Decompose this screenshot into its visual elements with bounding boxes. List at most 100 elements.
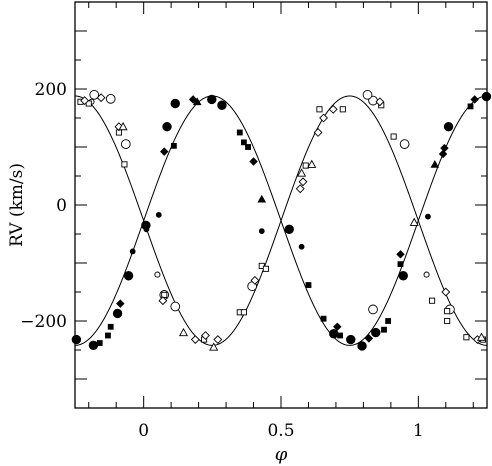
data-point-secondary-open-circle-2 bbox=[120, 139, 131, 149]
data-point-primary-filled-triangle-1 bbox=[257, 194, 267, 203]
data-point-primary-filled-triangle-0 bbox=[192, 97, 202, 106]
data-point-secondary-open-diamond-4 bbox=[190, 335, 200, 344]
data-point-secondary-open-diamond-5 bbox=[201, 331, 210, 340]
data-point-secondary-open-diamond-1 bbox=[96, 93, 106, 103]
data-point-primary-filled-square-12 bbox=[397, 261, 404, 268]
data-point-secondary-open-diamond-11 bbox=[319, 113, 329, 123]
data-point-secondary-open-diamond-9 bbox=[298, 177, 308, 187]
data-point-primary-filled-square-8 bbox=[320, 315, 327, 322]
data-point-primary-filled-circle-2 bbox=[112, 308, 123, 319]
data-point-primary-filled-circle-10 bbox=[329, 329, 339, 339]
data-point-secondary-open-square-18 bbox=[463, 334, 470, 341]
data-point-primary-filled-circle-15 bbox=[443, 121, 454, 132]
data-point-primary-filled-circle-9 bbox=[284, 224, 294, 235]
data-point-primary-filled-circle-8 bbox=[217, 100, 227, 110]
data-point-primary-filled-circle-5 bbox=[162, 121, 172, 132]
data-point-secondary-open-circle-9 bbox=[399, 139, 410, 149]
data-point-secondary-open-circle-1 bbox=[105, 94, 116, 104]
data-point-primary-filled-diamond-3 bbox=[249, 157, 258, 166]
data-point-secondary-open-diamond-6 bbox=[213, 335, 223, 344]
data-point-primary-filled-square-1 bbox=[105, 332, 111, 339]
data-point-secondary-open-triangle-4 bbox=[307, 159, 317, 168]
data-point-primary-filled-square-5 bbox=[241, 139, 247, 146]
data-point-secondary-open-square-15 bbox=[429, 297, 436, 304]
data-point-secondary-open-square-11 bbox=[316, 106, 323, 113]
data-point-secondary-open-diamond-12 bbox=[328, 104, 338, 114]
plot-frame bbox=[74, 1, 488, 409]
data-point-secondary-open-square-14 bbox=[390, 133, 397, 140]
data-point-secondary-open-square-3 bbox=[121, 161, 128, 168]
data-point-primary-filled-square-10 bbox=[381, 326, 387, 333]
tick-labels: 0 0.5 1 −200 0 200 bbox=[20, 80, 423, 441]
data-point-secondary-open-diamond-13 bbox=[375, 97, 385, 107]
x-tick-label: 1 bbox=[413, 421, 424, 441]
data-point-secondary-open-triangle-5 bbox=[409, 217, 419, 226]
data-point-primary-filled-circle-4 bbox=[298, 243, 305, 250]
data-point-secondary-open-diamond-3 bbox=[158, 296, 168, 306]
data-point-secondary-open-triangle-2 bbox=[209, 342, 219, 351]
data-point-primary-filled-circle-6 bbox=[170, 98, 180, 109]
y-tick-label: −200 bbox=[20, 312, 67, 332]
data-point-primary-filled-circle-5 bbox=[425, 213, 431, 220]
data-point-primary-filled-circle-14 bbox=[398, 271, 408, 281]
data-point-primary-filled-square-7 bbox=[305, 282, 312, 288]
data-point-secondary-open-circle-2 bbox=[423, 271, 430, 278]
data-point-primary-filled-circle-2 bbox=[155, 211, 162, 218]
data-point-primary-filled-diamond-6 bbox=[396, 250, 405, 259]
data-point-primary-filled-circle-1 bbox=[129, 248, 136, 255]
data-point-primary-filled-circle-0 bbox=[71, 334, 82, 345]
data-point-primary-filled-diamond-0 bbox=[116, 299, 125, 308]
axis-ticks bbox=[75, 2, 487, 408]
data-point-secondary-open-square-10 bbox=[302, 162, 309, 169]
data-point-secondary-open-square-17 bbox=[444, 317, 451, 325]
data-point-primary-filled-circle-12 bbox=[357, 341, 367, 351]
data-point-primary-filled-diamond-7 bbox=[438, 149, 448, 159]
data-point-primary-filled-circle-3 bbox=[258, 228, 265, 234]
data-point-primary-filled-square-0 bbox=[96, 340, 103, 346]
data-point-secondary-open-circle-0 bbox=[89, 89, 100, 100]
data-point-primary-filled-square-3 bbox=[170, 142, 177, 149]
data-point-primary-filled-square-4 bbox=[236, 129, 243, 136]
data-point-primary-filled-circle-13 bbox=[371, 327, 381, 338]
data-point-primary-filled-triangle-2 bbox=[430, 159, 440, 168]
data-point-primary-filled-circle-3 bbox=[123, 271, 134, 281]
model-curves bbox=[74, 95, 488, 346]
data-point-secondary-open-square-4 bbox=[161, 291, 168, 298]
data-point-secondary-open-circle-1 bbox=[154, 271, 161, 278]
data-point-secondary-open-square-7 bbox=[240, 309, 247, 316]
data-point-primary-filled-square-11 bbox=[385, 318, 392, 324]
data-point-primary-filled-diamond-8 bbox=[440, 143, 449, 153]
data-point-primary-filled-diamond-9 bbox=[470, 95, 479, 104]
data-point-primary-filled-square-13 bbox=[467, 103, 474, 110]
data-point-secondary-open-circle-8 bbox=[368, 304, 378, 315]
data-point-primary-filled-circle-1 bbox=[88, 340, 99, 351]
data-point-primary-filled-diamond-5 bbox=[364, 334, 374, 343]
data-point-secondary-open-square-12 bbox=[339, 106, 346, 113]
data-point-secondary-open-diamond-7 bbox=[250, 275, 260, 285]
x-tick-label: 0 bbox=[138, 421, 149, 441]
data-point-secondary-open-triangle-1 bbox=[178, 327, 189, 337]
data-point-secondary-open-diamond-0 bbox=[80, 96, 90, 106]
model-curve-secondary bbox=[74, 95, 488, 346]
data-point-secondary-open-square-16 bbox=[444, 308, 451, 315]
data-markers bbox=[71, 89, 492, 351]
data-point-secondary-open-diamond-14 bbox=[441, 287, 451, 297]
data-point-primary-filled-diamond-4 bbox=[333, 322, 342, 332]
data-point-secondary-open-diamond-10 bbox=[313, 128, 323, 137]
data-point-secondary-open-triangle-3 bbox=[297, 168, 307, 177]
y-axis-label: RV (km/s) bbox=[7, 163, 27, 247]
data-point-primary-filled-diamond-1 bbox=[160, 147, 169, 156]
data-point-secondary-open-diamond-8 bbox=[295, 184, 305, 194]
data-point-secondary-open-triangle-0 bbox=[118, 121, 128, 131]
data-point-primary-filled-circle-11 bbox=[346, 334, 356, 345]
data-point-primary-filled-square-6 bbox=[245, 144, 251, 150]
data-point-secondary-open-circle-7 bbox=[362, 89, 373, 100]
data-point-secondary-open-circle-4 bbox=[170, 301, 181, 312]
data-point-secondary-open-square-9 bbox=[262, 265, 269, 272]
data-point-primary-filled-square-2 bbox=[107, 323, 114, 330]
data-point-secondary-open-triangle-6 bbox=[476, 332, 487, 341]
y-tick-label: 0 bbox=[56, 196, 67, 216]
x-axis-label: φ bbox=[275, 444, 288, 465]
y-tick-label: 200 bbox=[35, 80, 67, 100]
